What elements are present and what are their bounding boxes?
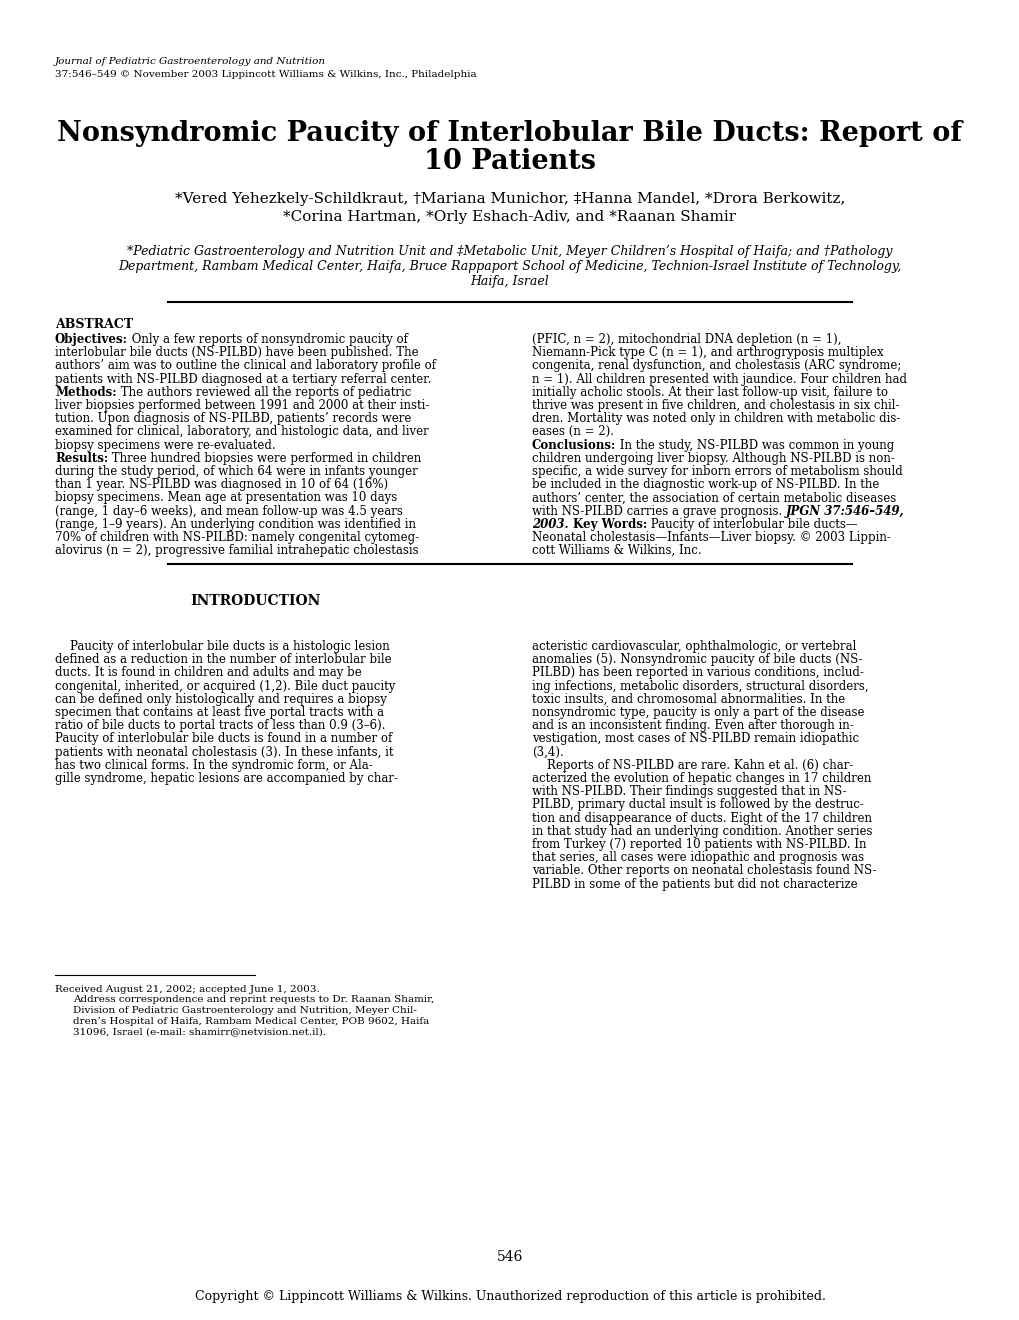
Text: patients with NS-PILBD diagnosed at a tertiary referral center.: patients with NS-PILBD diagnosed at a te… bbox=[55, 372, 431, 385]
Text: ABSTRACT: ABSTRACT bbox=[55, 318, 133, 331]
Text: PILBD, primary ductal insult is followed by the destruc-: PILBD, primary ductal insult is followed… bbox=[532, 799, 863, 812]
Text: INTRODUCTION: INTRODUCTION bbox=[190, 594, 320, 609]
Text: Address correspondence and reprint requests to Dr. Raanan Shamir,: Address correspondence and reprint reque… bbox=[73, 995, 434, 1005]
Text: cott Williams & Wilkins, Inc.: cott Williams & Wilkins, Inc. bbox=[532, 544, 701, 557]
Text: (PFIC, n = 2), mitochondrial DNA depletion (n = 1),: (PFIC, n = 2), mitochondrial DNA depleti… bbox=[532, 333, 841, 346]
Text: interlobular bile ducts (NS-PILBD) have been published. The: interlobular bile ducts (NS-PILBD) have … bbox=[55, 346, 418, 359]
Text: Conclusions:: Conclusions: bbox=[532, 438, 615, 451]
Text: Three hundred biopsies were performed in children: Three hundred biopsies were performed in… bbox=[108, 451, 421, 465]
Text: Reports of NS-PILBD are rare. Kahn et al. (6) char-: Reports of NS-PILBD are rare. Kahn et al… bbox=[532, 759, 853, 772]
Text: n = 1). All children presented with jaundice. Four children had: n = 1). All children presented with jaun… bbox=[532, 372, 906, 385]
Text: examined for clinical, laboratory, and histologic data, and liver: examined for clinical, laboratory, and h… bbox=[55, 425, 428, 438]
Text: Division of Pediatric Gastroenterology and Nutrition, Meyer Chil-: Division of Pediatric Gastroenterology a… bbox=[73, 1006, 417, 1015]
Text: vestigation, most cases of NS-PILBD remain idiopathic: vestigation, most cases of NS-PILBD rema… bbox=[532, 733, 858, 746]
Text: eases (n = 2).: eases (n = 2). bbox=[532, 425, 613, 438]
Text: liver biopsies performed between 1991 and 2000 at their insti-: liver biopsies performed between 1991 an… bbox=[55, 399, 429, 412]
Text: 546: 546 bbox=[496, 1250, 523, 1265]
Text: (range, 1 day–6 weeks), and mean follow-up was 4.5 years: (range, 1 day–6 weeks), and mean follow-… bbox=[55, 504, 403, 517]
Text: *Corina Hartman, *Orly Eshach-Adiv, and *Raanan Shamir: *Corina Hartman, *Orly Eshach-Adiv, and … bbox=[283, 210, 736, 224]
Text: congenita, renal dysfunction, and cholestasis (ARC syndrome;: congenita, renal dysfunction, and choles… bbox=[532, 359, 901, 372]
Text: children undergoing liver biopsy. Although NS-PILBD is non-: children undergoing liver biopsy. Althou… bbox=[532, 451, 894, 465]
Text: *Vered Yehezkely-Schildkraut, †Mariana Munichor, ‡Hanna Mandel, *Drora Berkowitz: *Vered Yehezkely-Schildkraut, †Mariana M… bbox=[174, 191, 845, 206]
Text: Haifa, Israel: Haifa, Israel bbox=[470, 275, 549, 288]
Text: Copyright © Lippincott Williams & Wilkins. Unauthorized reproduction of this art: Copyright © Lippincott Williams & Wilkin… bbox=[195, 1290, 824, 1303]
Text: from Turkey (7) reported 10 patients with NS-PILBD. In: from Turkey (7) reported 10 patients wit… bbox=[532, 838, 866, 851]
Text: PILBD) has been reported in various conditions, includ-: PILBD) has been reported in various cond… bbox=[532, 667, 863, 680]
Text: 2003.: 2003. bbox=[532, 517, 573, 531]
Text: (range, 1–9 years). An underlying condition was identified in: (range, 1–9 years). An underlying condit… bbox=[55, 517, 416, 531]
Text: toxic insults, and chromosomal abnormalities. In the: toxic insults, and chromosomal abnormali… bbox=[532, 693, 845, 706]
Text: thrive was present in five children, and cholestasis in six chil-: thrive was present in five children, and… bbox=[532, 399, 899, 412]
Text: has two clinical forms. In the syndromic form, or Ala-: has two clinical forms. In the syndromic… bbox=[55, 759, 372, 772]
Text: *Pediatric Gastroenterology and Nutrition Unit and ‡Metabolic Unit, Meyer Childr: *Pediatric Gastroenterology and Nutritio… bbox=[127, 246, 892, 257]
Text: Niemann-Pick type C (n = 1), and arthrogryposis multiplex: Niemann-Pick type C (n = 1), and arthrog… bbox=[532, 346, 882, 359]
Text: alovirus (n = 2), progressive familial intrahepatic cholestasis: alovirus (n = 2), progressive familial i… bbox=[55, 544, 418, 557]
Text: Nonsyndromic Paucity of Interlobular Bile Ducts: Report of: Nonsyndromic Paucity of Interlobular Bil… bbox=[57, 120, 962, 147]
Text: defined as a reduction in the number of interlobular bile: defined as a reduction in the number of … bbox=[55, 653, 391, 667]
Text: ing infections, metabolic disorders, structural disorders,: ing infections, metabolic disorders, str… bbox=[532, 680, 868, 693]
Text: tution. Upon diagnosis of NS-PILBD, patients’ records were: tution. Upon diagnosis of NS-PILBD, pati… bbox=[55, 412, 411, 425]
Text: congenital, inherited, or acquired (1,2). Bile duct paucity: congenital, inherited, or acquired (1,2)… bbox=[55, 680, 395, 693]
Text: Received August 21, 2002; accepted June 1, 2003.: Received August 21, 2002; accepted June … bbox=[55, 985, 319, 994]
Text: (3,4).: (3,4). bbox=[532, 746, 564, 759]
Text: 10 Patients: 10 Patients bbox=[424, 148, 595, 176]
Text: authors’ aim was to outline the clinical and laboratory profile of: authors’ aim was to outline the clinical… bbox=[55, 359, 435, 372]
Text: biopsy specimens were re-evaluated.: biopsy specimens were re-evaluated. bbox=[55, 438, 275, 451]
Text: can be defined only histologically and requires a biopsy: can be defined only histologically and r… bbox=[55, 693, 386, 706]
Text: Department, Rambam Medical Center, Haifa, Bruce Rappaport School of Medicine, Te: Department, Rambam Medical Center, Haifa… bbox=[118, 260, 901, 273]
Text: The authors reviewed all the reports of pediatric: The authors reviewed all the reports of … bbox=[116, 385, 411, 399]
Text: PILBD in some of the patients but did not characterize: PILBD in some of the patients but did no… bbox=[532, 878, 857, 891]
Text: Only a few reports of nonsyndromic paucity of: Only a few reports of nonsyndromic pauci… bbox=[127, 333, 408, 346]
Text: nonsyndromic type, paucity is only a part of the disease: nonsyndromic type, paucity is only a par… bbox=[532, 706, 864, 719]
Text: Key Words:: Key Words: bbox=[573, 517, 646, 531]
Text: 70% of children with NS-PILBD: namely congenital cytomeg-: 70% of children with NS-PILBD: namely co… bbox=[55, 531, 419, 544]
Text: dren’s Hospital of Haifa, Rambam Medical Center, POB 9602, Haifa: dren’s Hospital of Haifa, Rambam Medical… bbox=[73, 1016, 429, 1026]
Text: tion and disappearance of ducts. Eight of the 17 children: tion and disappearance of ducts. Eight o… bbox=[532, 812, 871, 825]
Text: JPGN 37:546–549,: JPGN 37:546–549, bbox=[786, 504, 904, 517]
Text: gille syndrome, hepatic lesions are accompanied by char-: gille syndrome, hepatic lesions are acco… bbox=[55, 772, 397, 785]
Text: 37:546–549 © November 2003 Lippincott Williams & Wilkins, Inc., Philadelphia: 37:546–549 © November 2003 Lippincott Wi… bbox=[55, 70, 476, 79]
Text: Methods:: Methods: bbox=[55, 385, 116, 399]
Text: Paucity of interlobular bile ducts—: Paucity of interlobular bile ducts— bbox=[646, 517, 857, 531]
Text: anomalies (5). Nonsyndromic paucity of bile ducts (NS-: anomalies (5). Nonsyndromic paucity of b… bbox=[532, 653, 862, 667]
Text: be included in the diagnostic work-up of NS-PILBD. In the: be included in the diagnostic work-up of… bbox=[532, 478, 878, 491]
Text: than 1 year. NS-PILBD was diagnosed in 10 of 64 (16%): than 1 year. NS-PILBD was diagnosed in 1… bbox=[55, 478, 388, 491]
Text: that series, all cases were idiopathic and prognosis was: that series, all cases were idiopathic a… bbox=[532, 851, 863, 865]
Text: dren. Mortality was noted only in children with metabolic dis-: dren. Mortality was noted only in childr… bbox=[532, 412, 900, 425]
Text: Paucity of interlobular bile ducts is a histologic lesion: Paucity of interlobular bile ducts is a … bbox=[55, 640, 389, 653]
Text: ratio of bile ducts to portal tracts of less than 0.9 (3–6).: ratio of bile ducts to portal tracts of … bbox=[55, 719, 385, 733]
Text: initially acholic stools. At their last follow-up visit, failure to: initially acholic stools. At their last … bbox=[532, 385, 888, 399]
Text: and is an inconsistent finding. Even after thorough in-: and is an inconsistent finding. Even aft… bbox=[532, 719, 853, 733]
Text: in that study had an underlying condition. Another series: in that study had an underlying conditio… bbox=[532, 825, 871, 838]
Text: 31096, Israel (e-mail: shamirr@netvision.net.il).: 31096, Israel (e-mail: shamirr@netvision… bbox=[73, 1027, 326, 1036]
Text: Neonatal cholestasis—Infants—Liver biopsy. © 2003 Lippin-: Neonatal cholestasis—Infants—Liver biops… bbox=[532, 531, 890, 544]
Text: Paucity of interlobular bile ducts is found in a number of: Paucity of interlobular bile ducts is fo… bbox=[55, 733, 392, 746]
Text: with NS-PILBD. Their findings suggested that in NS-: with NS-PILBD. Their findings suggested … bbox=[532, 785, 846, 799]
Text: authors’ center, the association of certain metabolic diseases: authors’ center, the association of cert… bbox=[532, 491, 896, 504]
Text: acteristic cardiovascular, ophthalmologic, or vertebral: acteristic cardiovascular, ophthalmologi… bbox=[532, 640, 856, 653]
Text: acterized the evolution of hepatic changes in 17 children: acterized the evolution of hepatic chang… bbox=[532, 772, 870, 785]
Text: specific, a wide survey for inborn errors of metabolism should: specific, a wide survey for inborn error… bbox=[532, 465, 902, 478]
Text: specimen that contains at least five portal tracts with a: specimen that contains at least five por… bbox=[55, 706, 383, 719]
Text: patients with neonatal cholestasis (3). In these infants, it: patients with neonatal cholestasis (3). … bbox=[55, 746, 393, 759]
Text: biopsy specimens. Mean age at presentation was 10 days: biopsy specimens. Mean age at presentati… bbox=[55, 491, 396, 504]
Text: variable. Other reports on neonatal cholestasis found NS-: variable. Other reports on neonatal chol… bbox=[532, 865, 875, 878]
Text: with NS-PILBD carries a grave prognosis.: with NS-PILBD carries a grave prognosis. bbox=[532, 504, 786, 517]
Text: Journal of Pediatric Gastroenterology and Nutrition: Journal of Pediatric Gastroenterology an… bbox=[55, 57, 326, 66]
Text: Objectives:: Objectives: bbox=[55, 333, 127, 346]
Text: during the study period, of which 64 were in infants younger: during the study period, of which 64 wer… bbox=[55, 465, 418, 478]
Text: In the study, NS-PILBD was common in young: In the study, NS-PILBD was common in you… bbox=[615, 438, 894, 451]
Text: Results:: Results: bbox=[55, 451, 108, 465]
Text: ducts. It is found in children and adults and may be: ducts. It is found in children and adult… bbox=[55, 667, 362, 680]
